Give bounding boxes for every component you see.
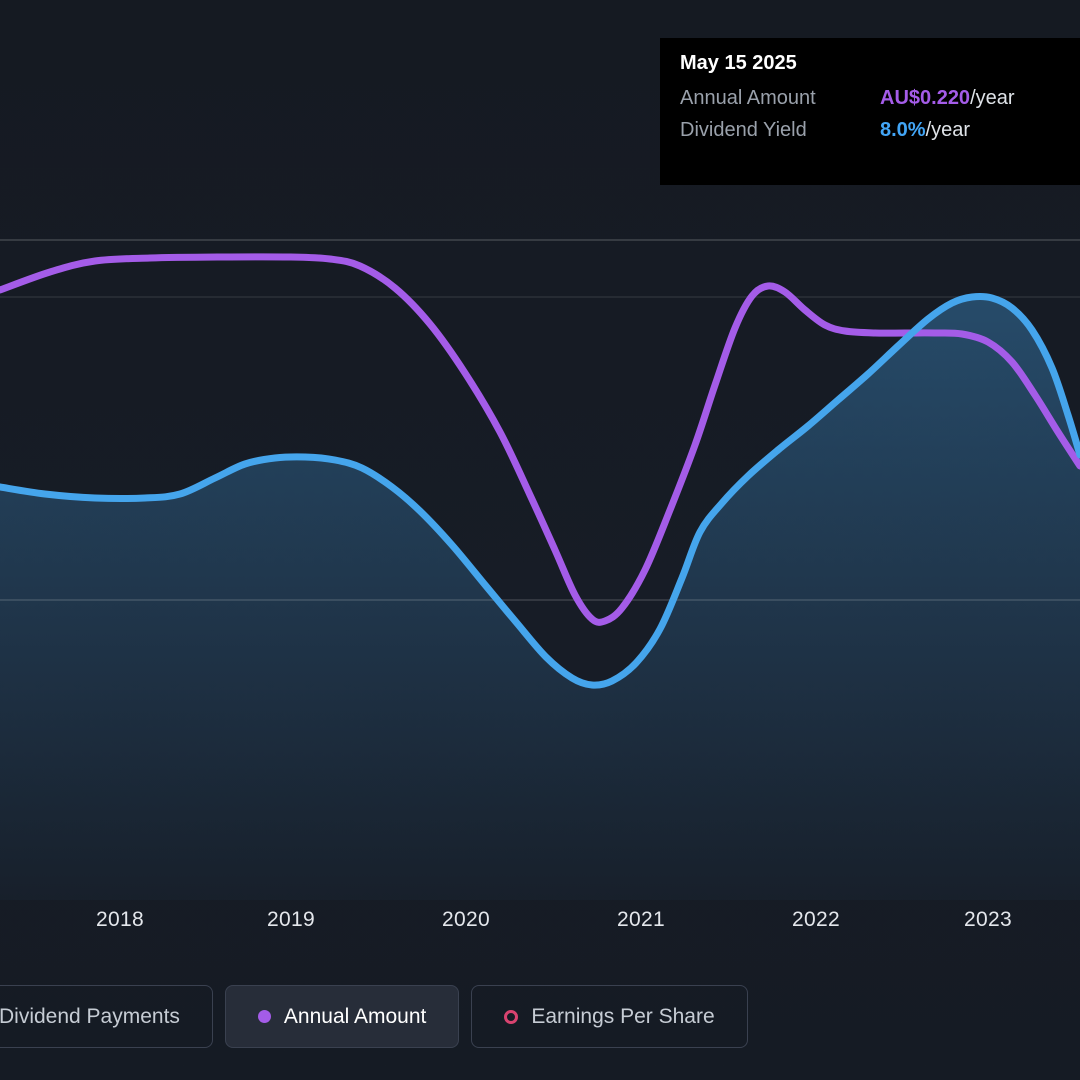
x-axis-label: 2019 — [267, 908, 315, 931]
legend-label: Annual Amount — [283, 1004, 427, 1028]
tooltip-suffix: /year — [925, 119, 971, 141]
legend-annual-amount[interactable]: Annual Amount — [224, 985, 460, 1048]
chart-tooltip: May 15 2025 Annual Amount AU$0.220 /year… — [660, 38, 1080, 185]
tooltip-row-dividend-yield: Dividend Yield 8.0% /year — [680, 119, 1080, 142]
dividend-yield-area — [0, 296, 1080, 900]
tooltip-label: Annual Amount — [680, 87, 816, 109]
tooltip-suffix: /year — [970, 87, 1015, 109]
tooltip-date: May 15 2025 — [680, 52, 797, 74]
tooltip-label: Dividend Yield — [680, 119, 807, 141]
tooltip-value-dividend-yield: 8.0% — [880, 119, 926, 141]
x-axis-label: 2018 — [96, 908, 144, 931]
x-axis-label: 2023 — [964, 908, 1012, 931]
annual-amount-marker-icon — [257, 1010, 271, 1023]
legend-label: Earnings Per Share — [531, 1004, 715, 1028]
legend-dividend-payments[interactable]: Dividend Payments — [0, 985, 213, 1048]
legend-earnings-per-share[interactable]: Earnings Per Share — [471, 985, 748, 1048]
x-axis-label: 2020 — [442, 908, 490, 931]
chart-plot — [0, 253, 1080, 900]
tooltip-value-annual-amount: AU$0.220 — [880, 87, 971, 109]
earnings-per-share-marker-icon — [504, 1009, 519, 1024]
x-axis-label: 2021 — [617, 908, 665, 931]
dividend-yield-line — [0, 292, 1080, 689]
legend-label: Dividend Payments — [0, 1004, 180, 1028]
legend: Dividend Payments Annual Amount Earnings… — [0, 985, 748, 1048]
tooltip-row-annual-amount: Annual Amount AU$0.220 /year — [680, 87, 1080, 110]
annual-amount-line — [0, 253, 1080, 626]
x-axis-label: 2022 — [792, 908, 840, 931]
